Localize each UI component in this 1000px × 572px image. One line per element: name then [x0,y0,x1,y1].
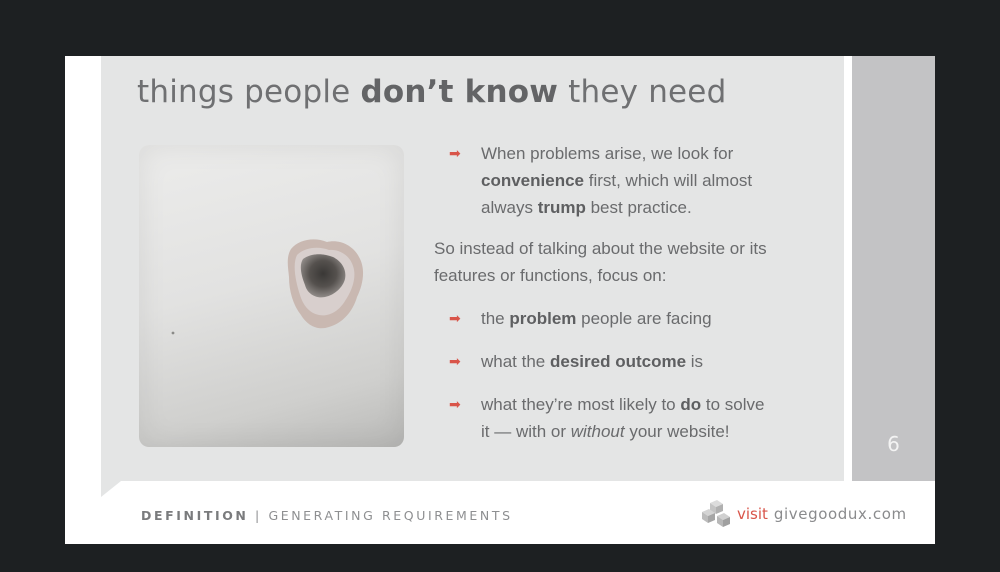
side-bar [852,56,935,481]
slide-content: ➡ When problems arise, we look for conve… [434,140,834,445]
bullet-problem: ➡ the problem people are facing [434,305,834,332]
wall-hole-photo [139,145,404,447]
footer-bar [65,481,935,544]
slide: things people don’t know they need ➡ Whe… [65,56,935,544]
visit-label: visit [737,505,768,523]
focus-paragraph: So instead of talking about the website … [434,239,767,285]
arrow-right-icon: ➡ [449,396,461,412]
footer-site-link[interactable]: visit givegoodux.com [701,500,907,528]
page-number: 6 [887,432,900,456]
arrow-right-icon: ➡ [449,145,461,161]
arrow-right-icon: ➡ [449,353,461,369]
panel-notch [101,481,121,497]
site-url[interactable]: givegoodux.com [773,505,907,523]
slide-title: things people don’t know they need [137,74,727,110]
side-gap [844,56,852,481]
cube-logo-icon [702,500,730,527]
arrow-right-icon: ➡ [449,310,461,326]
bullet-do: ➡ what they’re most likely to do to solv… [434,391,834,445]
footer-section-label: DEFINITION | GENERATING REQUIREMENTS [141,508,513,523]
hole-illustration [171,239,364,335]
bullet-convenience: ➡ When problems arise, we look for conve… [434,140,834,221]
bullet-desired-outcome: ➡ what the desired outcome is [434,348,834,375]
